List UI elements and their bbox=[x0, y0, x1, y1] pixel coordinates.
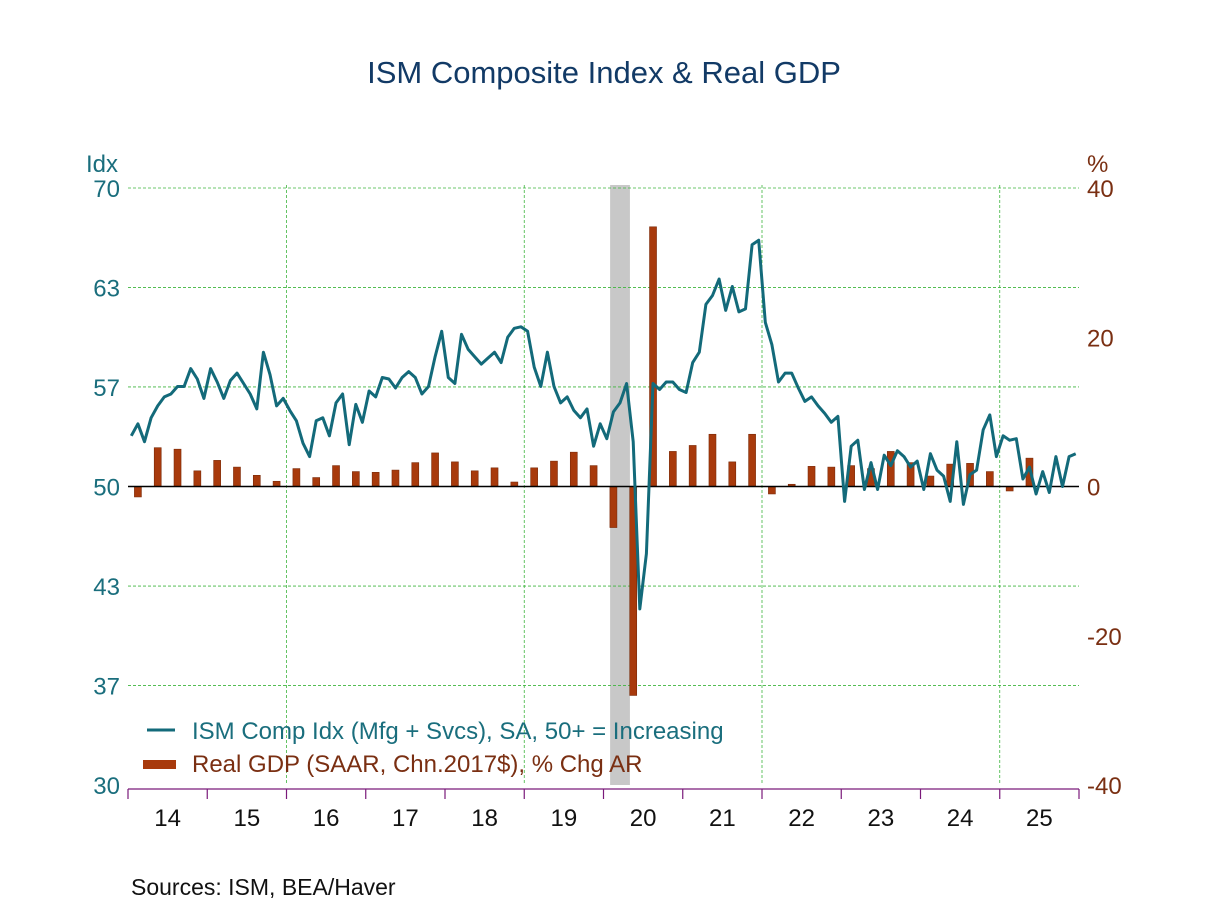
legend-gdp-swatch bbox=[143, 760, 176, 769]
x-tick-label: 16 bbox=[313, 805, 340, 832]
gdp-bar bbox=[451, 461, 459, 487]
gdp-bar bbox=[490, 467, 499, 487]
right-tick-label: -20 bbox=[1087, 624, 1122, 651]
gdp-bar bbox=[391, 469, 400, 487]
gdp-bar bbox=[233, 466, 241, 487]
gdp-bar bbox=[332, 465, 340, 487]
gdp-bar bbox=[986, 471, 994, 487]
legend-ism-label: ISM Comp Idx (Mfg + Svcs), SA, 50+ = Inc… bbox=[192, 718, 724, 745]
gridlines bbox=[128, 185, 1079, 785]
gdp-bar bbox=[530, 467, 538, 487]
gdp-bar bbox=[807, 466, 816, 487]
x-tick-label: 24 bbox=[947, 805, 974, 832]
source-note: Sources: ISM, BEA/Haver bbox=[131, 874, 396, 900]
recession-band bbox=[610, 185, 630, 785]
left-axis-ticks: 70 63 57 50 43 37 30 bbox=[93, 176, 120, 800]
left-tick-label: 57 bbox=[93, 375, 120, 402]
gdp-bar bbox=[213, 460, 221, 487]
left-tick-label: 70 bbox=[93, 176, 120, 203]
gdp-bar bbox=[569, 451, 578, 487]
left-tick-label: 43 bbox=[93, 574, 120, 601]
right-axis-unit-label: % bbox=[1087, 151, 1108, 178]
gdp-bar bbox=[609, 486, 618, 528]
gdp-bar bbox=[252, 475, 261, 487]
x-tick-label: 20 bbox=[630, 805, 657, 832]
gdp-bar bbox=[272, 480, 281, 487]
x-tick-label: 18 bbox=[471, 805, 498, 832]
left-tick-label: 37 bbox=[93, 673, 120, 700]
ism-line bbox=[129, 238, 1077, 611]
gdp-bar bbox=[352, 471, 360, 487]
right-tick-label: 40 bbox=[1087, 176, 1114, 203]
left-tick-label: 50 bbox=[93, 475, 120, 502]
right-axis-ticks: 40 20 0 -20 -40 bbox=[1087, 176, 1122, 800]
gdp-bar bbox=[134, 486, 142, 498]
gdp-bar bbox=[688, 445, 697, 487]
x-tick-label: 17 bbox=[392, 805, 419, 832]
gdp-bar bbox=[768, 486, 776, 495]
recession-shading-layer bbox=[610, 185, 630, 785]
gdp-bar bbox=[411, 462, 420, 487]
gdp-bar bbox=[669, 451, 677, 487]
x-axis bbox=[127, 788, 1080, 799]
chart-title: ISM Composite Index & Real GDP bbox=[367, 55, 841, 90]
left-axis-unit-label: Idx bbox=[86, 151, 118, 178]
legend: ISM Comp Idx (Mfg + Svcs), SA, 50+ = Inc… bbox=[143, 718, 724, 778]
gdp-bar bbox=[827, 466, 836, 487]
x-axis-ticks: 14 15 16 17 18 19 20 21 22 23 24 25 bbox=[154, 805, 1052, 832]
x-tick-label: 19 bbox=[551, 805, 578, 832]
gdp-bars bbox=[134, 226, 1034, 696]
x-tick-label: 14 bbox=[154, 805, 181, 832]
x-tick-label: 25 bbox=[1026, 805, 1053, 832]
gdp-bar bbox=[589, 465, 598, 487]
gdp-bar bbox=[153, 447, 162, 487]
gdp-bar bbox=[708, 433, 717, 487]
gdp-bar bbox=[550, 460, 558, 487]
legend-gdp-label: Real GDP (SAAR, Chn.2017$), % Chg AR bbox=[192, 751, 642, 778]
gdp-bar bbox=[371, 472, 380, 487]
gdp-bar bbox=[292, 468, 301, 487]
x-tick-label: 15 bbox=[234, 805, 261, 832]
x-tick-label: 23 bbox=[868, 805, 895, 832]
x-tick-label: 21 bbox=[709, 805, 736, 832]
right-tick-label: 0 bbox=[1087, 475, 1100, 502]
right-tick-label: -40 bbox=[1087, 773, 1122, 800]
gdp-bar bbox=[193, 470, 202, 487]
gdp-bar bbox=[312, 477, 321, 487]
left-tick-label: 30 bbox=[93, 773, 120, 800]
gdp-bar bbox=[728, 461, 737, 487]
right-tick-label: 20 bbox=[1087, 325, 1114, 352]
gdp-bar bbox=[470, 470, 479, 487]
x-tick-label: 22 bbox=[788, 805, 815, 832]
ism-line-layer bbox=[129, 238, 1077, 611]
gdp-bar bbox=[173, 448, 182, 487]
gdp-bar bbox=[926, 475, 935, 487]
left-tick-label: 63 bbox=[93, 276, 120, 303]
gdp-bar bbox=[431, 452, 439, 487]
gdp-bar bbox=[748, 433, 756, 487]
